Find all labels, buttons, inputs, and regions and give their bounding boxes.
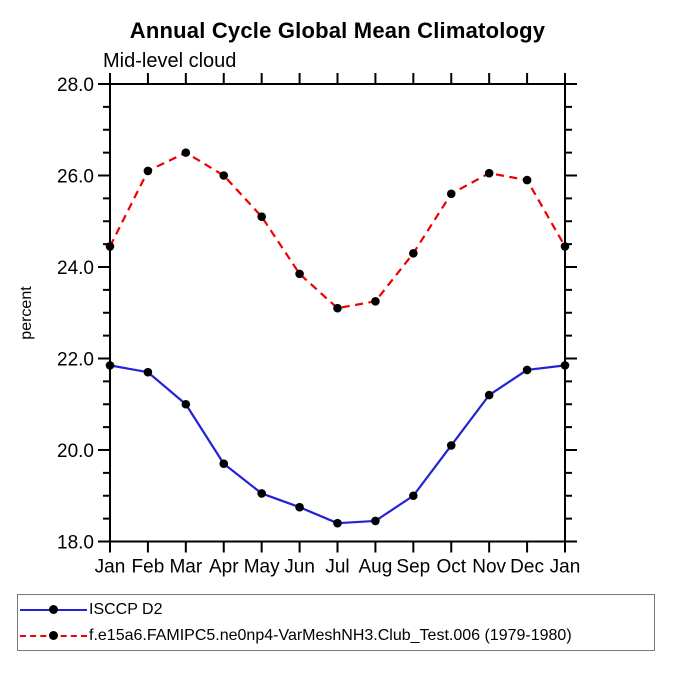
- x-tick-label: Mar: [169, 557, 202, 578]
- y-tick-label: 18.0: [57, 533, 94, 554]
- series-0-marker: [143, 367, 153, 377]
- series-1-marker: [143, 166, 153, 176]
- legend-entry-isccp: ISCCP D2: [18, 597, 654, 623]
- legend-label-isccp: ISCCP D2: [89, 600, 163, 618]
- series-1-marker: [219, 171, 229, 180]
- legend-sample-isccp: [20, 597, 87, 623]
- x-tick-label: Aug: [359, 557, 393, 578]
- plot-frame: [109, 83, 566, 543]
- x-tick-label: Jan: [95, 557, 126, 578]
- x-tick-label: Nov: [472, 557, 506, 578]
- legend-entry-model: f.e15a6.FAMIPC5.ne0np4-VarMeshNH3.Club_T…: [18, 623, 654, 649]
- chart-subtitle: Mid-level cloud: [103, 50, 237, 72]
- y-axis-title: percent: [18, 286, 35, 340]
- series-1-marker: [409, 248, 418, 258]
- series-0-marker: [295, 502, 304, 512]
- series-1-marker: [446, 189, 456, 199]
- legend-marker-dot-icon: [49, 631, 58, 640]
- series-1-marker: [181, 148, 191, 157]
- x-tick-label: Feb: [132, 557, 165, 578]
- y-tick-label: 24.0: [57, 258, 94, 279]
- series-0-marker: [446, 441, 456, 450]
- y-tick-label: 22.0: [57, 350, 94, 371]
- series-1-marker: [257, 212, 266, 221]
- chart-title: Annual Cycle Global Mean Climatology: [129, 18, 546, 43]
- series-0-marker: [105, 361, 115, 370]
- series-1-marker: [295, 269, 304, 279]
- x-tick-label: Apr: [209, 557, 239, 578]
- series-0-marker: [560, 361, 570, 370]
- series-0-marker: [219, 459, 229, 469]
- series-line-0: [109, 364, 566, 525]
- series-1-marker: [560, 242, 570, 251]
- series-0-marker: [484, 390, 494, 400]
- series-1-marker: [371, 297, 380, 306]
- legend-box: ISCCP D2 f.e15a6.FAMIPC5.ne0np4-VarMeshN…: [17, 594, 655, 651]
- legend-marker-dot-icon: [49, 605, 58, 614]
- series-line-1: [109, 151, 566, 310]
- series-1-marker: [522, 175, 532, 185]
- legend-label-model: f.e15a6.FAMIPC5.ne0np4-VarMeshNH3.Club_T…: [89, 626, 572, 644]
- series-0-marker: [522, 365, 532, 375]
- x-tick-label: Jun: [284, 557, 315, 578]
- series-0-marker: [181, 399, 191, 409]
- x-tick-label: Sep: [396, 557, 430, 578]
- x-tick-label: Jul: [325, 557, 349, 578]
- x-tick-label: May: [244, 557, 280, 578]
- x-tick-label: Dec: [510, 557, 544, 578]
- y-tick-label: 28.0: [57, 75, 94, 96]
- x-tick-label: Jan: [550, 557, 581, 578]
- series-0-marker: [409, 491, 418, 501]
- series-0-marker: [333, 518, 342, 528]
- series-1-marker: [333, 303, 342, 313]
- x-tick-label: Oct: [436, 557, 466, 578]
- legend-sample-model: [20, 623, 87, 649]
- y-tick-label: 26.0: [57, 167, 94, 188]
- y-tick-label: 20.0: [57, 441, 94, 462]
- series-0-marker: [371, 516, 380, 526]
- series-0-marker: [257, 489, 266, 498]
- series-1-marker: [484, 168, 494, 178]
- series-1-marker: [105, 242, 115, 251]
